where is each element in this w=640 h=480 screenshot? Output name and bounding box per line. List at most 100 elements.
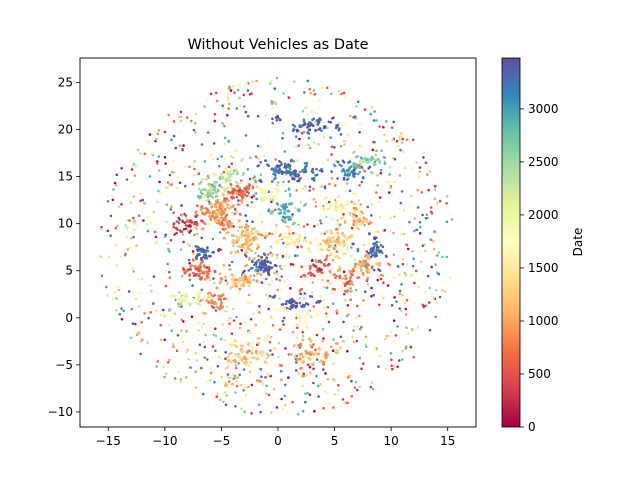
- scatter-point: [404, 313, 408, 316]
- scatter-point: [272, 172, 275, 176]
- scatter-point: [381, 274, 384, 277]
- scatter-point: [217, 247, 221, 251]
- scatter-point: [222, 236, 226, 240]
- scatter-point: [191, 259, 195, 262]
- scatter-point: [330, 203, 334, 206]
- scatter-point: [218, 211, 221, 214]
- scatter-point: [273, 294, 277, 298]
- scatter-point: [342, 320, 345, 324]
- colorbar-label: Date: [571, 228, 585, 257]
- scatter-point: [246, 89, 250, 92]
- scatter-point: [166, 361, 170, 364]
- scatter-point: [257, 271, 260, 275]
- scatter-point: [115, 173, 119, 177]
- scatter-point: [280, 267, 283, 271]
- scatter-point: [339, 266, 342, 269]
- scatter-point: [227, 140, 231, 144]
- scatter-point: [194, 351, 198, 355]
- scatter-point: [343, 234, 346, 237]
- scatter-point: [224, 357, 227, 361]
- scatter-point: [177, 290, 181, 294]
- scatter-point: [327, 241, 330, 245]
- scatter-point: [205, 380, 208, 384]
- scatter-point: [349, 290, 352, 293]
- scatter-point: [197, 289, 200, 292]
- scatter-point: [366, 271, 369, 274]
- scatter-point: [344, 277, 347, 281]
- scatter-point: [210, 299, 214, 303]
- scatter-point: [400, 232, 404, 236]
- scatter-point: [226, 172, 230, 176]
- scatter-point: [204, 312, 207, 315]
- scatter-point: [166, 262, 169, 266]
- scatter-point: [113, 283, 117, 287]
- scatter-point: [203, 212, 206, 216]
- scatter-point: [401, 349, 404, 353]
- scatter-point: [271, 324, 275, 327]
- scatter-point: [294, 301, 298, 305]
- scatter-point: [237, 289, 241, 293]
- scatter-point: [322, 361, 325, 365]
- scatter-point: [294, 254, 297, 257]
- scatter-point: [243, 410, 246, 414]
- scatter-point: [140, 338, 143, 341]
- scatter-point: [225, 305, 229, 308]
- scatter-point: [397, 145, 400, 148]
- scatter-point: [209, 202, 212, 205]
- scatter-point: [203, 278, 206, 281]
- scatter-point: [369, 112, 373, 116]
- scatter-point: [398, 138, 401, 142]
- scatter-point: [225, 187, 228, 191]
- scatter-point: [250, 249, 254, 253]
- scatter-point: [257, 379, 261, 382]
- scatter-point: [246, 246, 249, 249]
- scatter-point: [137, 278, 140, 281]
- scatter-point: [301, 374, 305, 378]
- scatter-point: [284, 165, 288, 168]
- scatter-point: [236, 170, 239, 174]
- scatter-point: [114, 184, 118, 187]
- scatter-point: [290, 300, 293, 304]
- scatter-point: [353, 202, 357, 206]
- scatter-point: [218, 177, 222, 181]
- scatter-point: [324, 202, 328, 205]
- scatter-point: [223, 216, 227, 220]
- scatter-point: [392, 319, 396, 323]
- scatter-point: [307, 143, 310, 147]
- scatter-point: [409, 345, 413, 349]
- scatter-point: [356, 276, 359, 280]
- scatter-point: [392, 231, 395, 235]
- scatter-point: [333, 393, 337, 396]
- scatter-point: [221, 173, 224, 176]
- scatter-point: [204, 254, 208, 257]
- scatter-point: [269, 79, 272, 83]
- scatter-point: [325, 248, 329, 251]
- scatter-point: [250, 196, 254, 199]
- scatter-point: [275, 76, 279, 80]
- scatter-point: [243, 193, 247, 196]
- scatter-point: [315, 173, 319, 177]
- scatter-point: [318, 99, 321, 102]
- scatter-point: [200, 366, 203, 370]
- scatter-point: [423, 243, 426, 246]
- scatter-point: [269, 374, 272, 378]
- scatter-point: [239, 322, 242, 326]
- scatter-point: [393, 341, 396, 344]
- scatter-point: [111, 297, 115, 300]
- scatter-point: [428, 301, 431, 304]
- scatter-point: [355, 217, 359, 220]
- scatter-point: [215, 305, 218, 309]
- scatter-point: [330, 236, 333, 240]
- scatter-point: [278, 284, 282, 288]
- scatter-point: [325, 239, 329, 242]
- scatter-point: [220, 375, 224, 379]
- scatter-point: [308, 146, 312, 150]
- scatter-point: [148, 175, 152, 178]
- scatter-point: [281, 319, 285, 323]
- scatter-point: [285, 254, 288, 258]
- scatter-point: [222, 200, 226, 204]
- scatter-point: [289, 229, 292, 232]
- scatter-point: [252, 278, 255, 282]
- scatter-point: [445, 255, 449, 259]
- scatter-point: [434, 315, 437, 319]
